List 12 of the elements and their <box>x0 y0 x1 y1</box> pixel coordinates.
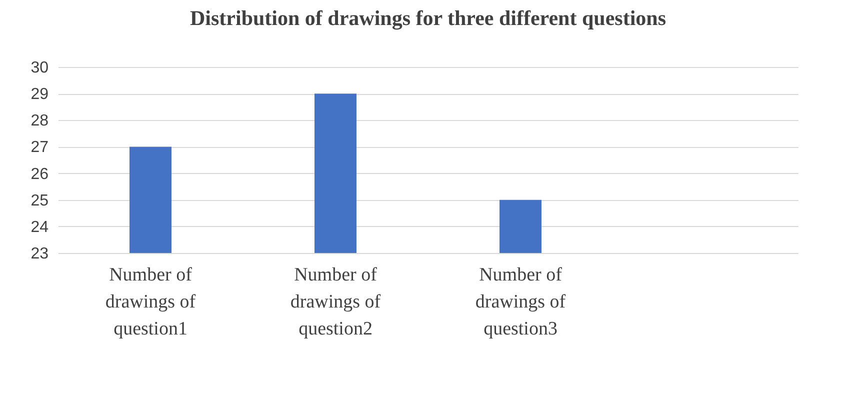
y-tick-label: 23 <box>30 246 49 262</box>
y-tick-label: 28 <box>30 112 49 130</box>
y-tick-label: 27 <box>30 139 49 156</box>
chart-title: Distribution of drawings for three different questions <box>190 6 666 30</box>
x-tick-label: Number of drawings of question2 <box>290 264 382 340</box>
y-tick-label: 29 <box>30 86 49 104</box>
y-tick-label: 25 <box>30 192 49 210</box>
x-tick-label: Number of drawings of question3 <box>475 264 566 340</box>
y-tick-label: 26 <box>30 166 49 183</box>
x-tick-label: Number of drawings of question1 <box>105 264 196 340</box>
y-tick-label: 30 <box>30 60 49 76</box>
y-tick-label: 24 <box>30 218 49 236</box>
